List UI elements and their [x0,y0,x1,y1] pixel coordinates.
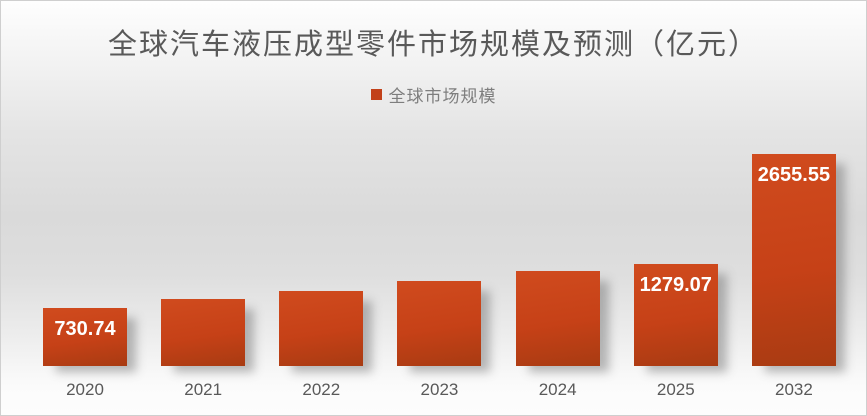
bar-2022 [279,291,364,366]
chart-title: 全球汽车液压成型零件市场规模及预测（亿元） [107,29,759,61]
x-axis-label-2025: 2025 [656,380,695,399]
x-axis-label-2024: 2024 [538,380,577,399]
bar-value-label-2020: 730.74 [54,318,116,340]
bar-2021 [161,299,246,366]
bar-value-label-2025: 1279.07 [639,274,712,296]
legend-series-label: 全球市场规模 [388,87,497,106]
x-axis-label-2021: 2021 [184,380,223,399]
bar-value-label-2032: 2655.55 [757,164,831,186]
bar-2023 [397,281,482,366]
x-axis-label-2020: 2020 [66,380,104,399]
legend: 全球市场规模 [1,82,866,107]
bar-2032: 2655.55 [751,154,836,366]
bar-2024 [515,271,600,366]
x-axis-labels: 2020 2021 2022 2023 2024 2025 2032 [43,380,836,400]
plot-area: 730.74 1279.07 2655.55 [43,154,836,366]
bar-2025: 1279.07 [633,264,718,366]
legend-swatch-icon [370,89,382,100]
x-axis-label-2023: 2023 [420,380,459,399]
bar-2020: 730.74 [43,308,127,366]
x-axis-label-2022: 2022 [302,380,341,399]
x-axis-label-2032: 2032 [775,380,813,399]
